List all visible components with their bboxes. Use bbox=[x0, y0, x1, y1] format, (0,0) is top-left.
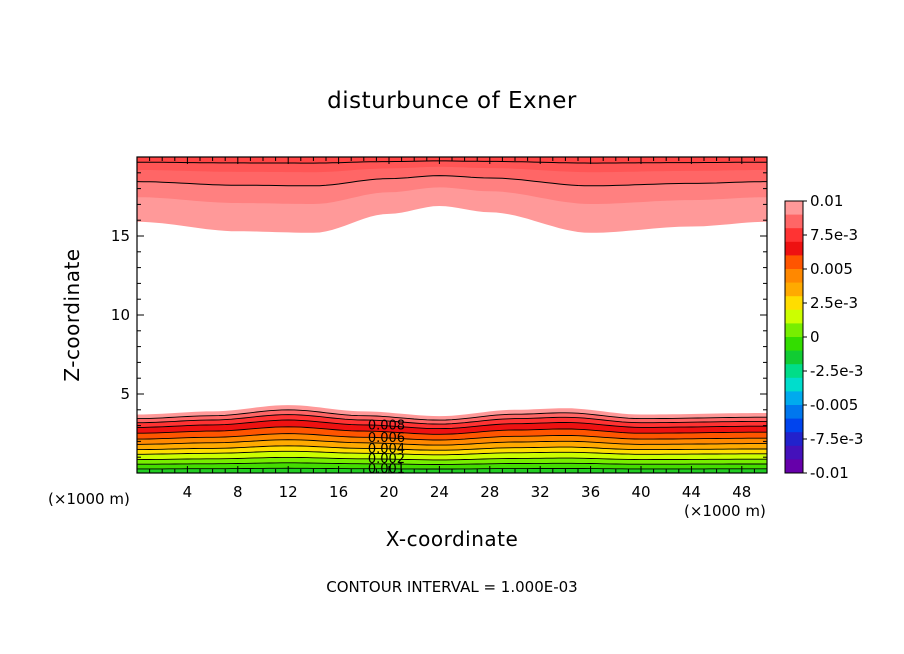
colorbar-label: -2.5e-3 bbox=[810, 362, 863, 380]
x-tick-label: 36 bbox=[581, 483, 600, 501]
colorbar-swatch bbox=[785, 296, 803, 311]
colorbar-label: 2.5e-3 bbox=[810, 294, 858, 312]
top-contour-line-0 bbox=[136, 175, 768, 187]
colorbar-label: -7.5e-3 bbox=[810, 430, 863, 448]
colorbar-swatch bbox=[785, 282, 803, 297]
x-tick-label: 20 bbox=[379, 483, 398, 501]
colorbar-swatch bbox=[785, 418, 803, 433]
colorbar-swatch bbox=[785, 214, 803, 229]
bottom-contour-line-3 bbox=[137, 426, 767, 435]
colorbar-swatch bbox=[785, 309, 803, 324]
colorbar-label: -0.005 bbox=[810, 396, 858, 414]
x-tick-label: 12 bbox=[279, 483, 298, 501]
x-tick-label: 8 bbox=[233, 483, 243, 501]
x-tick-label: 16 bbox=[329, 483, 348, 501]
x-tick-label: 40 bbox=[631, 483, 650, 501]
colorbar-swatch bbox=[785, 323, 803, 338]
x-tick-label: 4 bbox=[183, 483, 193, 501]
colorbar-label: 0.005 bbox=[810, 260, 853, 278]
colorbar-swatch bbox=[785, 201, 803, 215]
bottom-contour-line-8 bbox=[136, 456, 767, 461]
colorbar-swatch bbox=[785, 432, 803, 447]
bottom-contour-line-5 bbox=[136, 439, 767, 446]
x-axis-unit-label: (×1000 m) bbox=[48, 490, 130, 508]
bottom-contour-line-0 bbox=[137, 409, 767, 421]
y-tick-label: 5 bbox=[120, 385, 130, 403]
colorbar-label: 0 bbox=[810, 328, 820, 346]
colorbar-swatch bbox=[785, 377, 803, 392]
bottom-contour-line-9 bbox=[137, 462, 767, 465]
bottom-contour-line-2 bbox=[137, 419, 767, 430]
colorbar-swatch bbox=[785, 364, 803, 379]
x-tick-label: 32 bbox=[531, 483, 550, 501]
x-axis-label: X-coordinate bbox=[385, 527, 519, 551]
x-tick-label: 44 bbox=[682, 483, 701, 501]
x-tick-label: 24 bbox=[430, 483, 449, 501]
colorbar-swatch bbox=[785, 228, 803, 243]
contour-interval-note: CONTOUR INTERVAL = 1.000E-03 bbox=[326, 578, 578, 596]
x-tick-label: 48 bbox=[732, 483, 751, 501]
colorbar-label: 0.01 bbox=[810, 192, 843, 210]
contour-label: 0.008 bbox=[368, 419, 405, 434]
colorbar-swatch bbox=[785, 269, 803, 283]
colorbar-label: -0.01 bbox=[810, 464, 849, 482]
bottom-contour-line-1 bbox=[137, 414, 767, 425]
colorbar-label: 7.5e-3 bbox=[810, 226, 858, 244]
colorbar-swatch bbox=[785, 255, 803, 270]
contour-label: 0.004 bbox=[368, 442, 405, 457]
contour-label: 0.001 bbox=[368, 462, 405, 477]
colorbar-swatch bbox=[785, 337, 803, 351]
chart-title: disturbunce of Exner bbox=[327, 88, 577, 114]
y-tick-label: 15 bbox=[111, 227, 130, 245]
x-tick-label: 28 bbox=[480, 483, 499, 501]
bottom-contour-line-6 bbox=[137, 445, 767, 451]
x-axis-unit-label-right: (×1000 m) bbox=[684, 502, 766, 520]
contour-label: 0.006 bbox=[368, 431, 405, 446]
colorbar-swatch bbox=[785, 459, 803, 474]
bottom-contour-line-7 bbox=[137, 450, 767, 456]
colorbar-swatch bbox=[785, 445, 803, 460]
colorbar-swatch bbox=[785, 350, 803, 365]
bottom-contour-line-4 bbox=[137, 433, 767, 441]
colorbar-swatch bbox=[785, 405, 803, 419]
y-tick-label: 10 bbox=[111, 306, 130, 324]
colorbar-swatch bbox=[785, 241, 803, 256]
colorbar-swatch bbox=[785, 391, 803, 406]
contour-label: 0.002 bbox=[368, 452, 405, 467]
